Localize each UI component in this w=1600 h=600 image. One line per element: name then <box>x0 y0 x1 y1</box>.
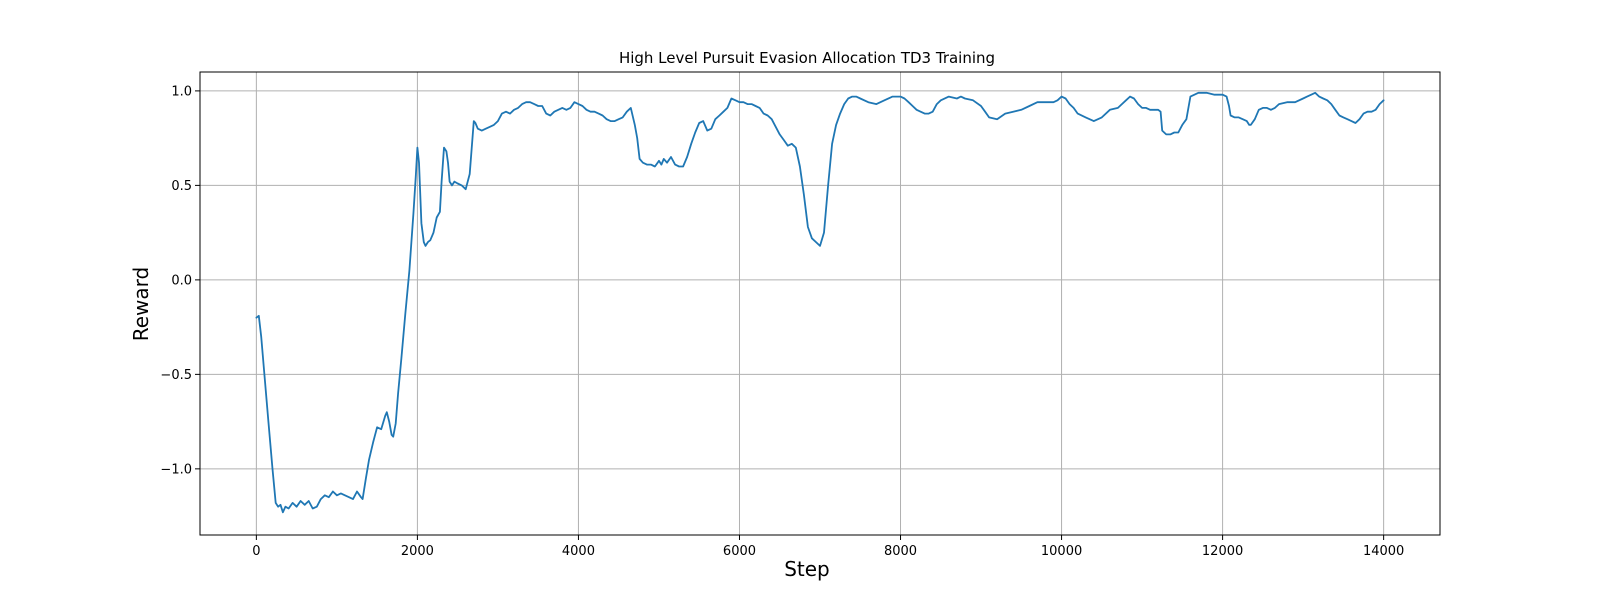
x-tick-label: 0 <box>252 544 260 559</box>
y-tick-label: 0.0 <box>171 273 192 288</box>
x-tick-label: 8000 <box>884 544 917 559</box>
y-axis-label: Reward <box>129 267 153 341</box>
x-tick-label: 14000 <box>1363 544 1404 559</box>
series-line <box>255 91 1385 514</box>
x-tick-label: 12000 <box>1202 544 1243 559</box>
y-tick-label: −1.0 <box>160 462 192 477</box>
x-axis-label: Step <box>784 557 830 581</box>
x-tick-label: 6000 <box>723 544 756 559</box>
y-tick-label: 0.5 <box>171 179 192 194</box>
grid <box>200 72 1440 535</box>
y-tick-label: 1.0 <box>171 84 192 99</box>
x-axis: 0 2000 4000 6000 8000 10000 12000 14000 <box>252 535 1404 559</box>
x-tick-label: 10000 <box>1041 544 1082 559</box>
series-layer <box>255 91 1385 514</box>
chart-title: High Level Pursuit Evasion Allocation TD… <box>619 49 995 67</box>
y-axis: −1.0 −0.5 0.0 0.5 1.0 <box>160 84 200 477</box>
x-tick-label: 4000 <box>562 544 595 559</box>
y-tick-label: −0.5 <box>160 368 192 383</box>
x-tick-label: 2000 <box>401 544 434 559</box>
plot-frame <box>199 71 1441 536</box>
